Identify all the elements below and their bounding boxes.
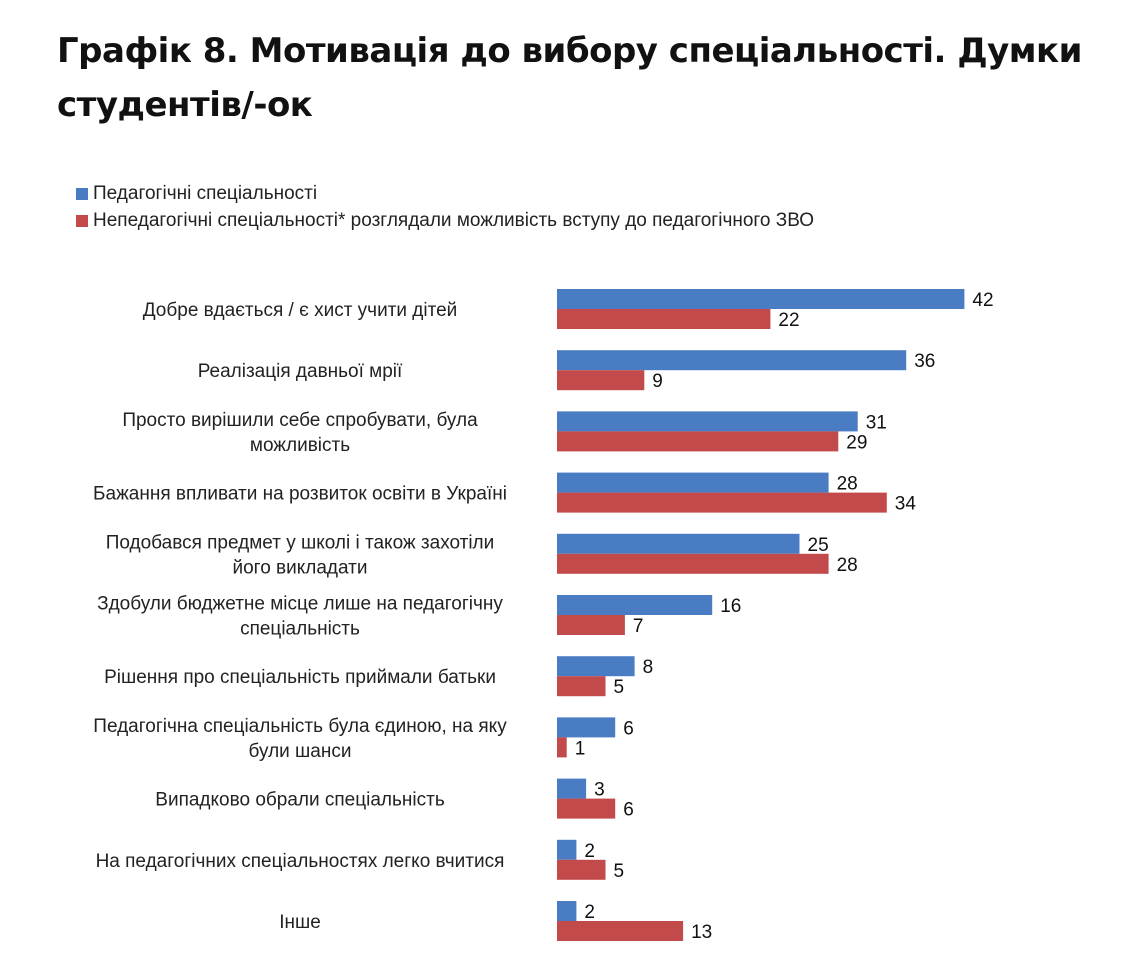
category-label: можливість bbox=[250, 435, 350, 456]
value-label-non-pedagogical: 29 bbox=[846, 432, 867, 453]
legend-label: Педагогічні спеціальності bbox=[93, 183, 318, 204]
value-label-non-pedagogical: 22 bbox=[778, 310, 799, 331]
bar-pedagogical bbox=[557, 411, 858, 432]
value-label-pedagogical: 2 bbox=[584, 841, 595, 862]
value-label-pedagogical: 3 bbox=[594, 780, 605, 801]
bar-pedagogical bbox=[557, 350, 907, 371]
value-label-pedagogical: 8 bbox=[643, 657, 654, 678]
category-group: Рішення про спеціальність приймали батьк… bbox=[104, 656, 653, 698]
bar-non-pedagogical bbox=[557, 676, 606, 697]
bar-pedagogical bbox=[557, 472, 829, 493]
category-group: Бажання впливати на розвиток освіти в Ук… bbox=[93, 472, 917, 515]
bar-non-pedagogical bbox=[557, 309, 771, 329]
category-label: спеціальність bbox=[240, 619, 360, 640]
legend-item-non-pedagogical: Непедагогічні спеціальності* розглядали … bbox=[76, 207, 814, 234]
bar-non-pedagogical bbox=[557, 431, 839, 452]
value-label-pedagogical: 28 bbox=[837, 474, 858, 495]
category-label: Педагогічна спеціальність була єдиною, н… bbox=[93, 716, 507, 737]
bar-pedagogical bbox=[557, 595, 713, 615]
value-label-non-pedagogical: 1 bbox=[575, 738, 586, 759]
bar-pedagogical bbox=[557, 778, 587, 799]
value-label-non-pedagogical: 28 bbox=[837, 555, 858, 576]
category-group: Просто вирішили себе спробувати, була мож… bbox=[122, 410, 887, 456]
value-label-pedagogical: 31 bbox=[866, 412, 887, 433]
value-label-pedagogical: 16 bbox=[720, 596, 741, 617]
value-label-non-pedagogical: 9 bbox=[652, 371, 663, 392]
value-label-non-pedagogical: 6 bbox=[623, 800, 634, 821]
bar-pedagogical bbox=[557, 839, 577, 860]
legend-item-pedagogical: Педагогічні спеціальності bbox=[76, 180, 814, 207]
category-label: Інше bbox=[279, 912, 321, 933]
bar-non-pedagogical bbox=[557, 370, 645, 391]
chart-title: Графік 8. Мотивація до вибору спеціально… bbox=[57, 31, 1082, 125]
category-label: Рішення про спеціальність приймали батьк… bbox=[104, 667, 496, 688]
category-label: На педагогічних спеціальностях легко вчи… bbox=[96, 851, 505, 872]
bar-non-pedagogical bbox=[557, 737, 567, 758]
value-label-non-pedagogical: 7 bbox=[633, 616, 644, 637]
value-label-pedagogical: 2 bbox=[584, 902, 595, 923]
bar-pedagogical bbox=[557, 289, 965, 309]
bar-non-pedagogical bbox=[557, 921, 684, 941]
bar-pedagogical bbox=[557, 901, 577, 921]
value-label-non-pedagogical: 13 bbox=[691, 922, 712, 943]
value-label-non-pedagogical: 5 bbox=[614, 861, 625, 882]
category-group: Добре вдається / є хист учити дітей 42 22 bbox=[143, 289, 994, 331]
legend-swatch-blue bbox=[76, 187, 88, 200]
category-label: Просто вирішили себе спробувати, була bbox=[122, 410, 478, 431]
bar-non-pedagogical bbox=[557, 615, 625, 635]
category-group: Здобули бюджетне місце лише на педагогіч… bbox=[97, 594, 741, 640]
bar-non-pedagogical bbox=[557, 553, 829, 574]
category-group: Педагогічна спеціальність була єдиною, н… bbox=[93, 716, 633, 762]
bar-chart: Добре вдається / є хист учити дітей 4222Р… bbox=[93, 289, 994, 943]
category-group: Подобався предмет у школі і також захоті… bbox=[106, 532, 858, 578]
value-label-pedagogical: 42 bbox=[972, 290, 993, 311]
category-label: Подобався предмет у школі і також захоті… bbox=[106, 532, 495, 553]
category-label: були шанси bbox=[249, 741, 352, 762]
bar-pedagogical bbox=[557, 533, 800, 554]
category-label: Реалізація давньої мрії bbox=[198, 361, 403, 382]
bar-non-pedagogical bbox=[557, 859, 606, 880]
category-label: Добре вдається / є хист учити дітей bbox=[143, 300, 458, 321]
value-label-pedagogical: 25 bbox=[808, 535, 829, 556]
bar-non-pedagogical bbox=[557, 492, 887, 513]
value-label-pedagogical: 36 bbox=[914, 351, 935, 372]
legend: Педагогічні спеціальності Непедагогічні … bbox=[76, 180, 814, 234]
legend-swatch-red bbox=[76, 214, 88, 227]
bar-pedagogical bbox=[557, 656, 635, 677]
category-label: Бажання впливати на розвиток освіти в Ук… bbox=[93, 484, 507, 505]
category-label: Здобули бюджетне місце лише на педагогіч… bbox=[97, 594, 503, 615]
value-label-pedagogical: 6 bbox=[623, 718, 634, 739]
category-group: На педагогічних спеціальностях легко вчи… bbox=[96, 839, 625, 882]
value-label-non-pedagogical: 34 bbox=[895, 494, 917, 515]
value-label-non-pedagogical: 5 bbox=[614, 677, 625, 698]
category-group: Реалізація давньої мрії 36 9 bbox=[198, 350, 935, 392]
legend-label: Непедагогічні спеціальності* розглядали … bbox=[93, 210, 815, 231]
category-group: Інше 2 13 bbox=[279, 901, 712, 943]
bar-pedagogical bbox=[557, 717, 616, 738]
category-label: Випадково обрали спеціальність bbox=[155, 790, 445, 811]
bar-non-pedagogical bbox=[557, 798, 616, 819]
category-group: Випадково обрали спеціальність 36 bbox=[155, 778, 634, 821]
category-label: його викладати bbox=[233, 557, 368, 578]
